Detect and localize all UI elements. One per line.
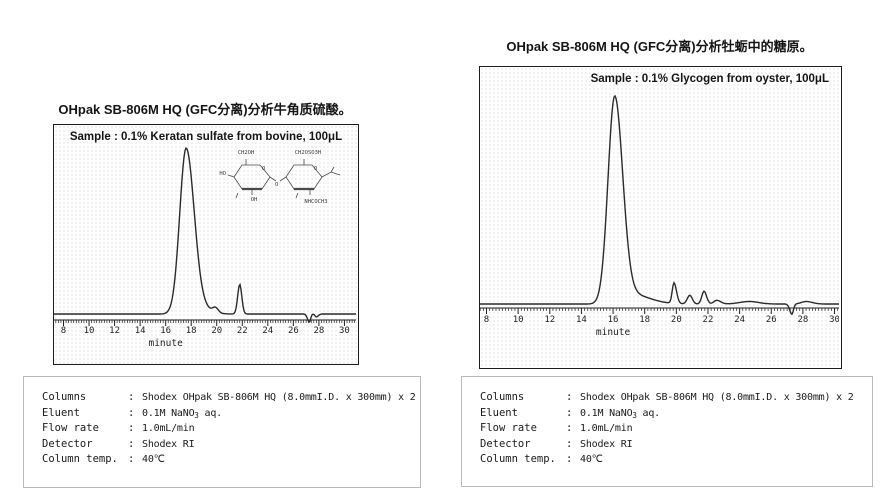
x-tick-label: 14 <box>135 326 146 336</box>
left-sample-label: Sample : 0.1% Keratan sulfate from bovin… <box>69 131 343 143</box>
table-row: Flow rate:1.0mL/min <box>42 421 420 437</box>
condition-separator: : <box>566 422 573 434</box>
chromatogram-keratan-sulfate: 8 10 12 14 16 18 20 22 24 26 28 30 minute <box>54 146 356 349</box>
x-tick-label: 8 <box>484 315 489 325</box>
x-tick-label: 8 <box>61 326 66 336</box>
x-tick-label: 22 <box>703 315 714 325</box>
condition-separator: : <box>128 437 135 450</box>
left-chart-title: OHpak SB-806M HQ (GFC分离)分析牛角质硫酸。 <box>58 102 352 117</box>
condition-value: 0.1M NaNO3 aq. <box>580 407 661 420</box>
condition-value: Shodex RI <box>142 438 195 450</box>
condition-separator: : <box>128 422 135 434</box>
x-tick-label: 26 <box>288 326 299 336</box>
condition-label: Columns <box>42 391 87 403</box>
condition-label: Detector <box>42 437 93 450</box>
x-tick-label: 28 <box>313 326 324 336</box>
right-condition-table: Columns: Shodex OHpak SB-806M HQ (8.0mmI.… <box>461 376 873 487</box>
condition-label: Eluent <box>42 406 80 419</box>
condition-value: Shodex OHpak SB-806M HQ (8.0mmI.D. x 300… <box>580 392 854 403</box>
structure-label-oh: OH <box>251 197 258 203</box>
x-tick-label: 12 <box>109 326 120 336</box>
right-chart-title: OHpak SB-806M HQ (GFC分离)分析牡蛎中的糖原。 <box>506 39 813 54</box>
structure-label-ring-oxygen: O <box>262 166 265 172</box>
condition-value: 40℃ <box>580 454 603 465</box>
x-tick-label: 28 <box>797 315 808 325</box>
keratan-sulfate-structure-diagram: CH2OH CH2OSO3H HO OH NHCOCH3 O O O <box>219 150 341 205</box>
structure-label-ch2oso3h: CH2OSO3H <box>295 150 322 156</box>
table-row: Eluent:0.1M NaNO3 aq. <box>42 406 420 422</box>
condition-value: Shodex OHpak SB-806M HQ (8.0mmI.D. x 300… <box>142 392 416 403</box>
x-axis-label: minute <box>148 338 183 349</box>
table-row: Detector: Shodex RI <box>42 437 420 453</box>
right-chart-box: 8 10 12 14 16 18 20 22 24 26 28 30 minute Sample : 0… <box>479 66 842 369</box>
x-tick-label: 10 <box>513 315 524 325</box>
condition-label: Eluent <box>480 406 518 419</box>
x-tick-label: 18 <box>186 326 197 336</box>
right-sample-label: Sample : 0.1% Glycogen from oyster, 100μ… <box>590 73 829 85</box>
x-tick-label: 24 <box>734 315 745 325</box>
condition-separator: : <box>566 437 573 450</box>
table-row: Column temp.:40℃ <box>42 452 420 468</box>
chromatogram-glycogen: 8 10 12 14 16 18 20 22 24 26 28 30 minute <box>480 94 839 338</box>
condition-separator: : <box>566 406 573 419</box>
x-tick-label: 30 <box>829 315 839 325</box>
condition-separator: : <box>128 453 135 465</box>
x-tick-label: 18 <box>639 315 650 325</box>
x-tick-label: 16 <box>160 326 171 336</box>
structure-label-ring-oxygen: O <box>314 166 317 172</box>
condition-label: Column temp. <box>42 453 118 465</box>
structure-label-bridge-oxygen: O <box>275 182 278 188</box>
condition-separator: : <box>566 391 573 403</box>
chromatogram-curve <box>54 146 356 324</box>
x-tick-label: 12 <box>544 315 555 325</box>
condition-label: Flow rate <box>480 422 537 434</box>
x-axis-label: minute <box>596 327 631 338</box>
condition-label: Column temp. <box>480 453 556 465</box>
condition-value: 1.0mL/min <box>142 423 195 434</box>
structure-label-nhcoch3: NHCOCH3 <box>304 199 327 205</box>
condition-label: Flow rate <box>42 422 99 434</box>
left-chart-box: 8 10 12 14 16 18 20 22 24 26 28 30 minute Sample : 0… <box>53 124 359 365</box>
condition-value: 40℃ <box>142 454 165 465</box>
x-tick-label: 30 <box>339 326 350 336</box>
left-condition-table: Columns: Shodex OHpak SB-806M HQ (8.0mmI.… <box>23 376 421 488</box>
condition-label: Detector <box>480 437 531 450</box>
x-tick-label: 26 <box>766 315 777 325</box>
condition-value: 0.1M NaNO3 aq. <box>142 407 223 420</box>
x-tick-label: 20 <box>211 326 222 336</box>
structure-label-ho: HO <box>219 171 226 177</box>
condition-separator: : <box>128 391 135 403</box>
condition-label: Columns <box>480 391 525 403</box>
x-tick-label: 22 <box>237 326 248 336</box>
condition-separator: : <box>566 453 573 465</box>
x-tick-label: 20 <box>671 315 682 325</box>
table-row: Columns: Shodex OHpak SB-806M HQ (8.0mmI.… <box>42 390 420 406</box>
structure-label-ch2oh: CH2OH <box>238 150 255 156</box>
x-tick-label: 14 <box>576 315 587 325</box>
table-row: Detector: Shodex RI <box>480 437 872 453</box>
table-row: Flow rate:1.0mL/min <box>480 421 872 437</box>
x-tick-label: 24 <box>262 326 273 336</box>
condition-separator: : <box>128 406 135 419</box>
condition-value: 1.0mL/min <box>580 423 633 434</box>
table-row: Column temp.:40℃ <box>480 452 872 468</box>
condition-value: Shodex RI <box>580 438 633 450</box>
table-row: Eluent:0.1M NaNO3 aq. <box>480 406 872 422</box>
chromatogram-curve <box>480 94 839 316</box>
x-tick-label: 10 <box>84 326 95 336</box>
table-row: Columns: Shodex OHpak SB-806M HQ (8.0mmI.… <box>480 390 872 406</box>
x-tick-label: 16 <box>608 315 619 325</box>
